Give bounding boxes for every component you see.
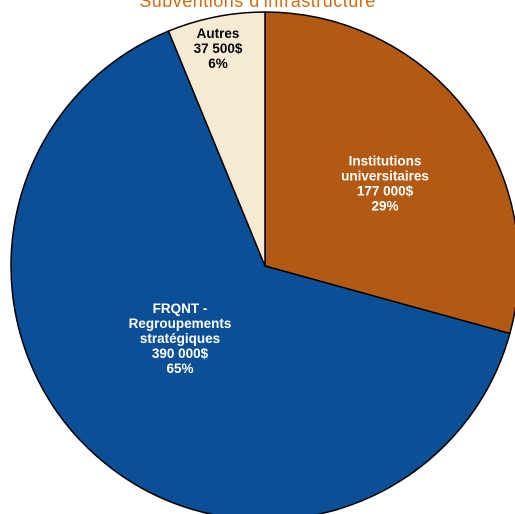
slice-1-value: 390 000$ — [152, 346, 209, 361]
slice-2-name-line-0: Autres — [197, 26, 240, 41]
slice-0-name-line-1: universitaires — [341, 169, 429, 184]
pie-slices — [10, 11, 515, 514]
slice-label-1: FRQNT -Regroupements stratégiques 390 000$… — [129, 301, 232, 376]
pie-slice-1 — [10, 30, 511, 514]
slice-1-name-line-1: Regroupements — [129, 316, 232, 331]
slice-label-2: Autres 37 500$ 6% — [194, 26, 243, 71]
slice-0-value: 177 000$ — [357, 184, 414, 199]
slice-0-name-line-0: Institutions — [349, 154, 422, 169]
chart-title: Subventions d'infrastructure — [139, 0, 376, 11]
slice-2-value: 37 500$ — [194, 41, 243, 56]
slice-label-0: Institutions universitaires 177 000$ 29% — [341, 154, 429, 214]
slice-1-percent: 65% — [166, 361, 193, 376]
pie-slice-2 — [167, 11, 266, 267]
pie-labels: Institutions universitaires 177 000$ 29% FRQ… — [129, 26, 429, 376]
slice-1-name-line-0: FRQNT - — [153, 301, 208, 316]
slice-1-name-line-2: stratégiques — [140, 331, 220, 346]
slice-0-percent: 29% — [371, 199, 398, 214]
pie-slice-0 — [264, 11, 515, 335]
slice-2-percent: 6% — [208, 56, 228, 71]
